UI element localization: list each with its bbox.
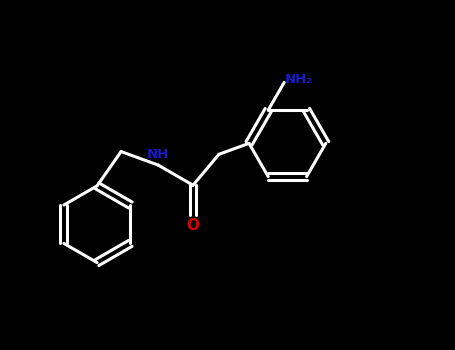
Text: O: O [187,218,200,233]
Text: NH: NH [147,148,169,161]
Text: NH₂: NH₂ [285,74,313,86]
